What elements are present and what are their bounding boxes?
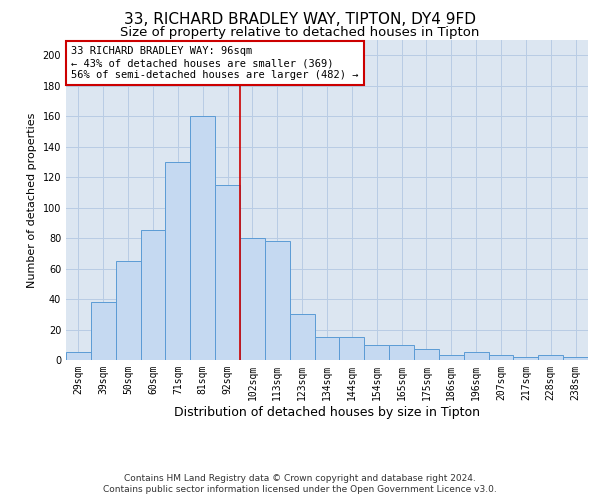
Bar <box>190 116 215 360</box>
Bar <box>215 185 240 360</box>
X-axis label: Distribution of detached houses by size in Tipton: Distribution of detached houses by size … <box>174 406 480 418</box>
Bar <box>66 352 91 360</box>
Text: 33 RICHARD BRADLEY WAY: 96sqm
← 43% of detached houses are smaller (369)
56% of : 33 RICHARD BRADLEY WAY: 96sqm ← 43% of d… <box>71 46 359 80</box>
Text: 33, RICHARD BRADLEY WAY, TIPTON, DY4 9FD: 33, RICHARD BRADLEY WAY, TIPTON, DY4 9FD <box>124 12 476 28</box>
Bar <box>240 238 265 360</box>
Bar <box>340 337 364 360</box>
Bar <box>166 162 190 360</box>
Bar <box>514 357 538 360</box>
Bar <box>563 357 588 360</box>
Bar <box>140 230 166 360</box>
Bar <box>389 345 414 360</box>
Bar <box>488 356 514 360</box>
Bar <box>364 345 389 360</box>
Bar <box>538 356 563 360</box>
Bar <box>314 337 340 360</box>
Y-axis label: Number of detached properties: Number of detached properties <box>27 112 37 288</box>
Text: Size of property relative to detached houses in Tipton: Size of property relative to detached ho… <box>121 26 479 39</box>
Bar <box>414 350 439 360</box>
Bar <box>116 261 140 360</box>
Text: Contains HM Land Registry data © Crown copyright and database right 2024.
Contai: Contains HM Land Registry data © Crown c… <box>103 474 497 494</box>
Bar <box>439 356 464 360</box>
Bar <box>290 314 314 360</box>
Bar <box>91 302 116 360</box>
Bar <box>464 352 488 360</box>
Bar <box>265 241 290 360</box>
